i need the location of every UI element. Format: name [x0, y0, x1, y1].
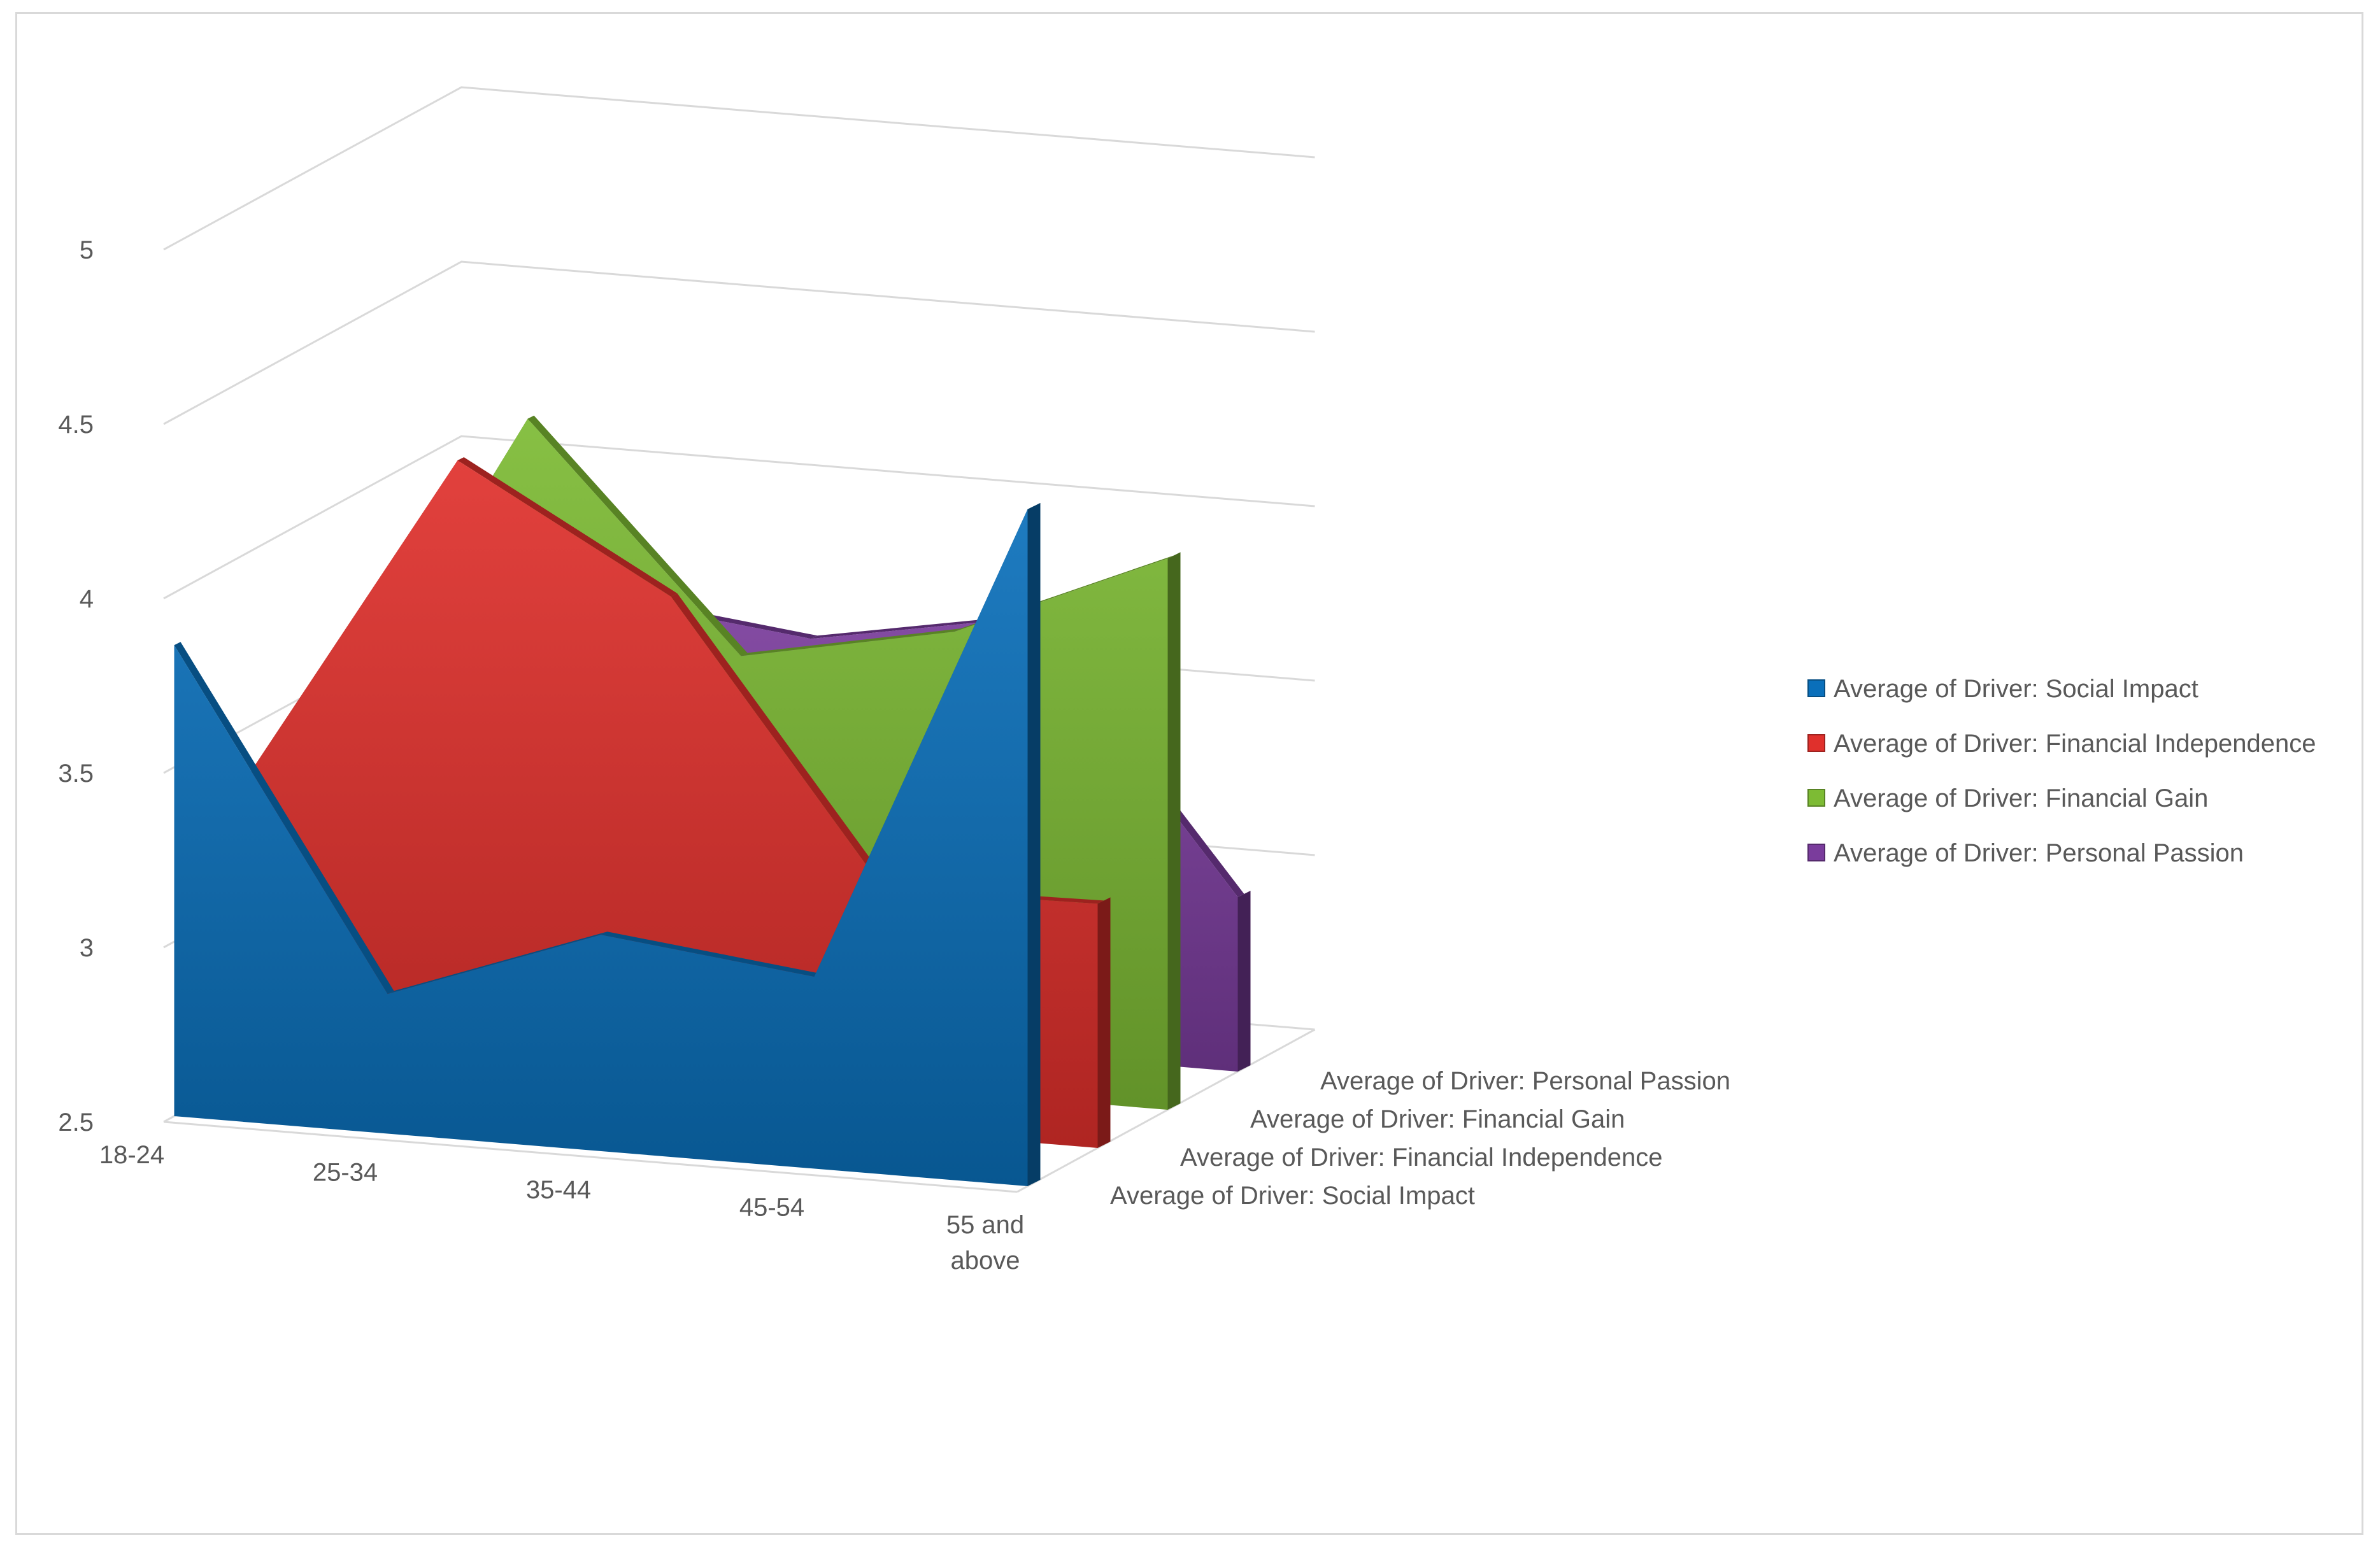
area-side: [1237, 891, 1251, 1072]
floor-front-edge: [163, 1121, 1018, 1193]
gridline: [163, 435, 1315, 600]
y-tick-label: 4.5: [58, 411, 94, 439]
y-tick-label: 4: [80, 585, 94, 613]
x-tick-label: 35-44: [526, 1176, 591, 1204]
area-top-edge: [741, 628, 961, 656]
area-top-edge: [671, 593, 891, 890]
area-side: [1097, 897, 1111, 1148]
depth-tick-label: Average of Driver: Financial Independenc…: [1180, 1144, 1663, 1172]
area-face: [174, 509, 1028, 1186]
depth-tick-label: Average of Driver: Financial Gain: [1250, 1105, 1625, 1133]
legend-item-label: Average of Driver: Financial Gain: [1834, 784, 2208, 812]
legend-swatch: [1807, 734, 1825, 752]
floor-right-edge: [1016, 1028, 1316, 1193]
area-side: [1167, 552, 1181, 1110]
y-tick-label: 3: [80, 934, 94, 962]
y-tick-label: 5: [80, 236, 94, 264]
x-tick-label: 55 and above: [946, 1211, 1024, 1275]
area-top-edge: [527, 415, 748, 656]
y-tick-label: 2.5: [58, 1108, 94, 1137]
area-top-edge: [387, 931, 608, 995]
legend: Average of Driver: Social Impact Average …: [1807, 675, 2316, 867]
chart-frame: 2.5 3 3.5 4 4.5 5 18-24 25-34 35-44 45-54 55 and ab…: [15, 12, 2363, 1535]
depth-tick-label: Average of Driver: Personal Passion: [1320, 1067, 1730, 1095]
legend-swatch: [1807, 844, 1825, 861]
legend-swatch: [1807, 679, 1825, 697]
y-tick-label: 3.5: [58, 760, 94, 788]
axis-layer: 2.5 3 3.5 4 4.5 5 18-24 25-34 35-44 45-54 55 and ab…: [58, 236, 1730, 1275]
area-top-edge: [811, 614, 1031, 639]
legend-swatch: [1807, 789, 1825, 807]
x-tick-label: 45-54: [739, 1194, 804, 1222]
x-tick-label: 18-24: [99, 1141, 164, 1169]
x-tick-label: 25-34: [313, 1159, 378, 1187]
depth-tick-label: Average of Driver: Social Impact: [1110, 1182, 1475, 1210]
legend-item-label: Average of Driver: Social Impact: [1834, 675, 2198, 703]
area-chart-3d: 2.5 3 3.5 4 4.5 5 18-24 25-34 35-44 45-54 55 and ab…: [58, 86, 2316, 1275]
area-top-edge: [174, 642, 394, 995]
area-side: [1027, 502, 1041, 1186]
gridline: [163, 86, 1315, 251]
legend-item-label: Average of Driver: Personal Passion: [1834, 839, 2244, 867]
series-area-1: [174, 502, 1041, 1186]
legend-item-label: Average of Driver: Financial Independenc…: [1834, 730, 2316, 758]
area-top-edge: [601, 931, 821, 977]
gridline: [163, 260, 1315, 425]
area-top-edge: [457, 457, 678, 597]
series-layer: [174, 415, 1251, 1186]
